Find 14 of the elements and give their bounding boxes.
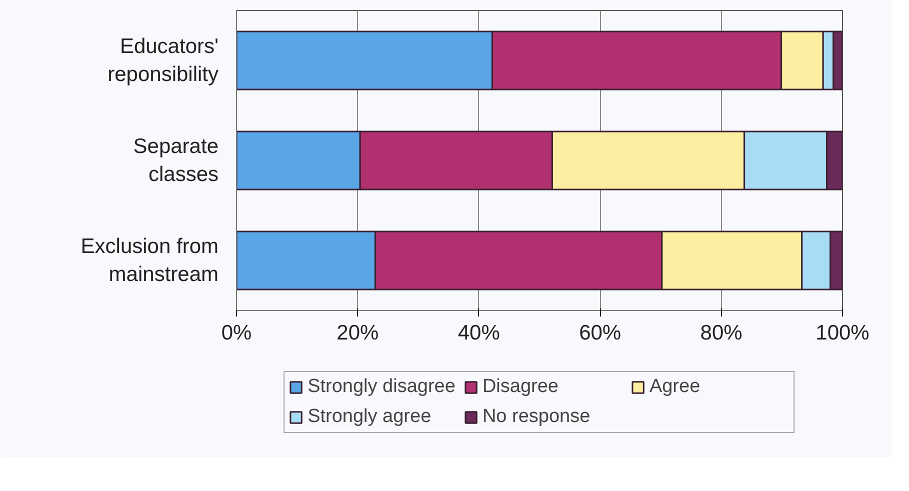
x-tick-label: 100% xyxy=(816,322,870,344)
x-tick-label: 60% xyxy=(579,322,622,344)
x-tick-label: 0% xyxy=(221,322,252,344)
x-tick-label: 20% xyxy=(336,322,379,344)
legend-label: No response xyxy=(482,406,592,428)
legend-label: Strongly agree xyxy=(308,406,432,428)
x-tick-label: 40% xyxy=(458,322,500,344)
y-tick-label: Exclusion from mainstream xyxy=(80,235,219,286)
y-tick-label: Educators' reponsibility xyxy=(108,35,219,86)
y-tick-label: Separate classes xyxy=(133,135,219,186)
x-tick-label: 80% xyxy=(700,322,742,344)
legend-label: Disagree xyxy=(482,376,560,398)
legend-label: Agree xyxy=(649,376,702,398)
legend-label: Strongly disagree xyxy=(308,376,456,398)
